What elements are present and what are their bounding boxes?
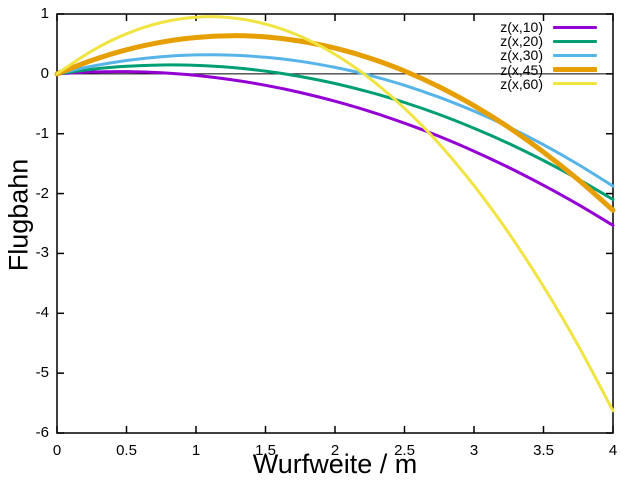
legend-label: z(x,60)	[500, 75, 543, 92]
x-tick-label: 2	[330, 442, 340, 459]
legend-label: z(x,20)	[500, 33, 543, 50]
x-tick-label: 3.5	[533, 442, 554, 459]
y-axis-title: Flugbahn	[3, 158, 34, 272]
legend-line-sample	[553, 53, 597, 57]
x-tick-label: 0	[52, 442, 62, 459]
legend-line-sample	[553, 67, 597, 73]
x-tick-label: 0.5	[116, 442, 137, 459]
x-tick-label: 1	[191, 442, 201, 459]
curve-z-x-45	[54, 33, 616, 213]
legend-label: z(x,10)	[500, 19, 543, 36]
x-axis-title: Wurfweite / m	[252, 449, 418, 479]
legend-line-sample	[553, 39, 597, 43]
x-tick-label: 2.5	[394, 442, 415, 459]
legend-item: z(x,10)	[500, 20, 597, 34]
legend-item: z(x,20)	[500, 34, 597, 48]
legend-label: z(x,45)	[500, 61, 543, 78]
legend-label: z(x,30)	[500, 47, 543, 64]
x-tick-label: 3	[469, 442, 479, 459]
y-tick-label: -6	[35, 424, 49, 441]
legend-line-sample	[553, 82, 597, 86]
legend-line-sample	[553, 25, 597, 29]
y-tick-label: 0	[40, 64, 49, 82]
x-tick-label: 4	[608, 442, 618, 459]
y-tick-label: -5	[35, 364, 49, 382]
y-tick-label: 1	[40, 5, 49, 22]
y-tick-label: -4	[35, 304, 49, 322]
curve-z-x-60	[55, 15, 615, 413]
curve-z-x-20	[55, 63, 615, 201]
curve-z-x-10	[55, 70, 615, 227]
y-tick-label: -2	[35, 184, 49, 202]
y-tick-label: -1	[35, 124, 49, 142]
y-tick-label: -3	[35, 244, 49, 262]
legend: z(x,10) z(x,20) z(x,30) z(x,45) z(x,60)	[500, 20, 597, 91]
legend-item: z(x,60)	[500, 77, 597, 91]
legend-item: z(x,30)	[500, 48, 597, 62]
x-tick-label: 1.5	[255, 442, 276, 459]
legend-item: z(x,45)	[500, 63, 597, 77]
